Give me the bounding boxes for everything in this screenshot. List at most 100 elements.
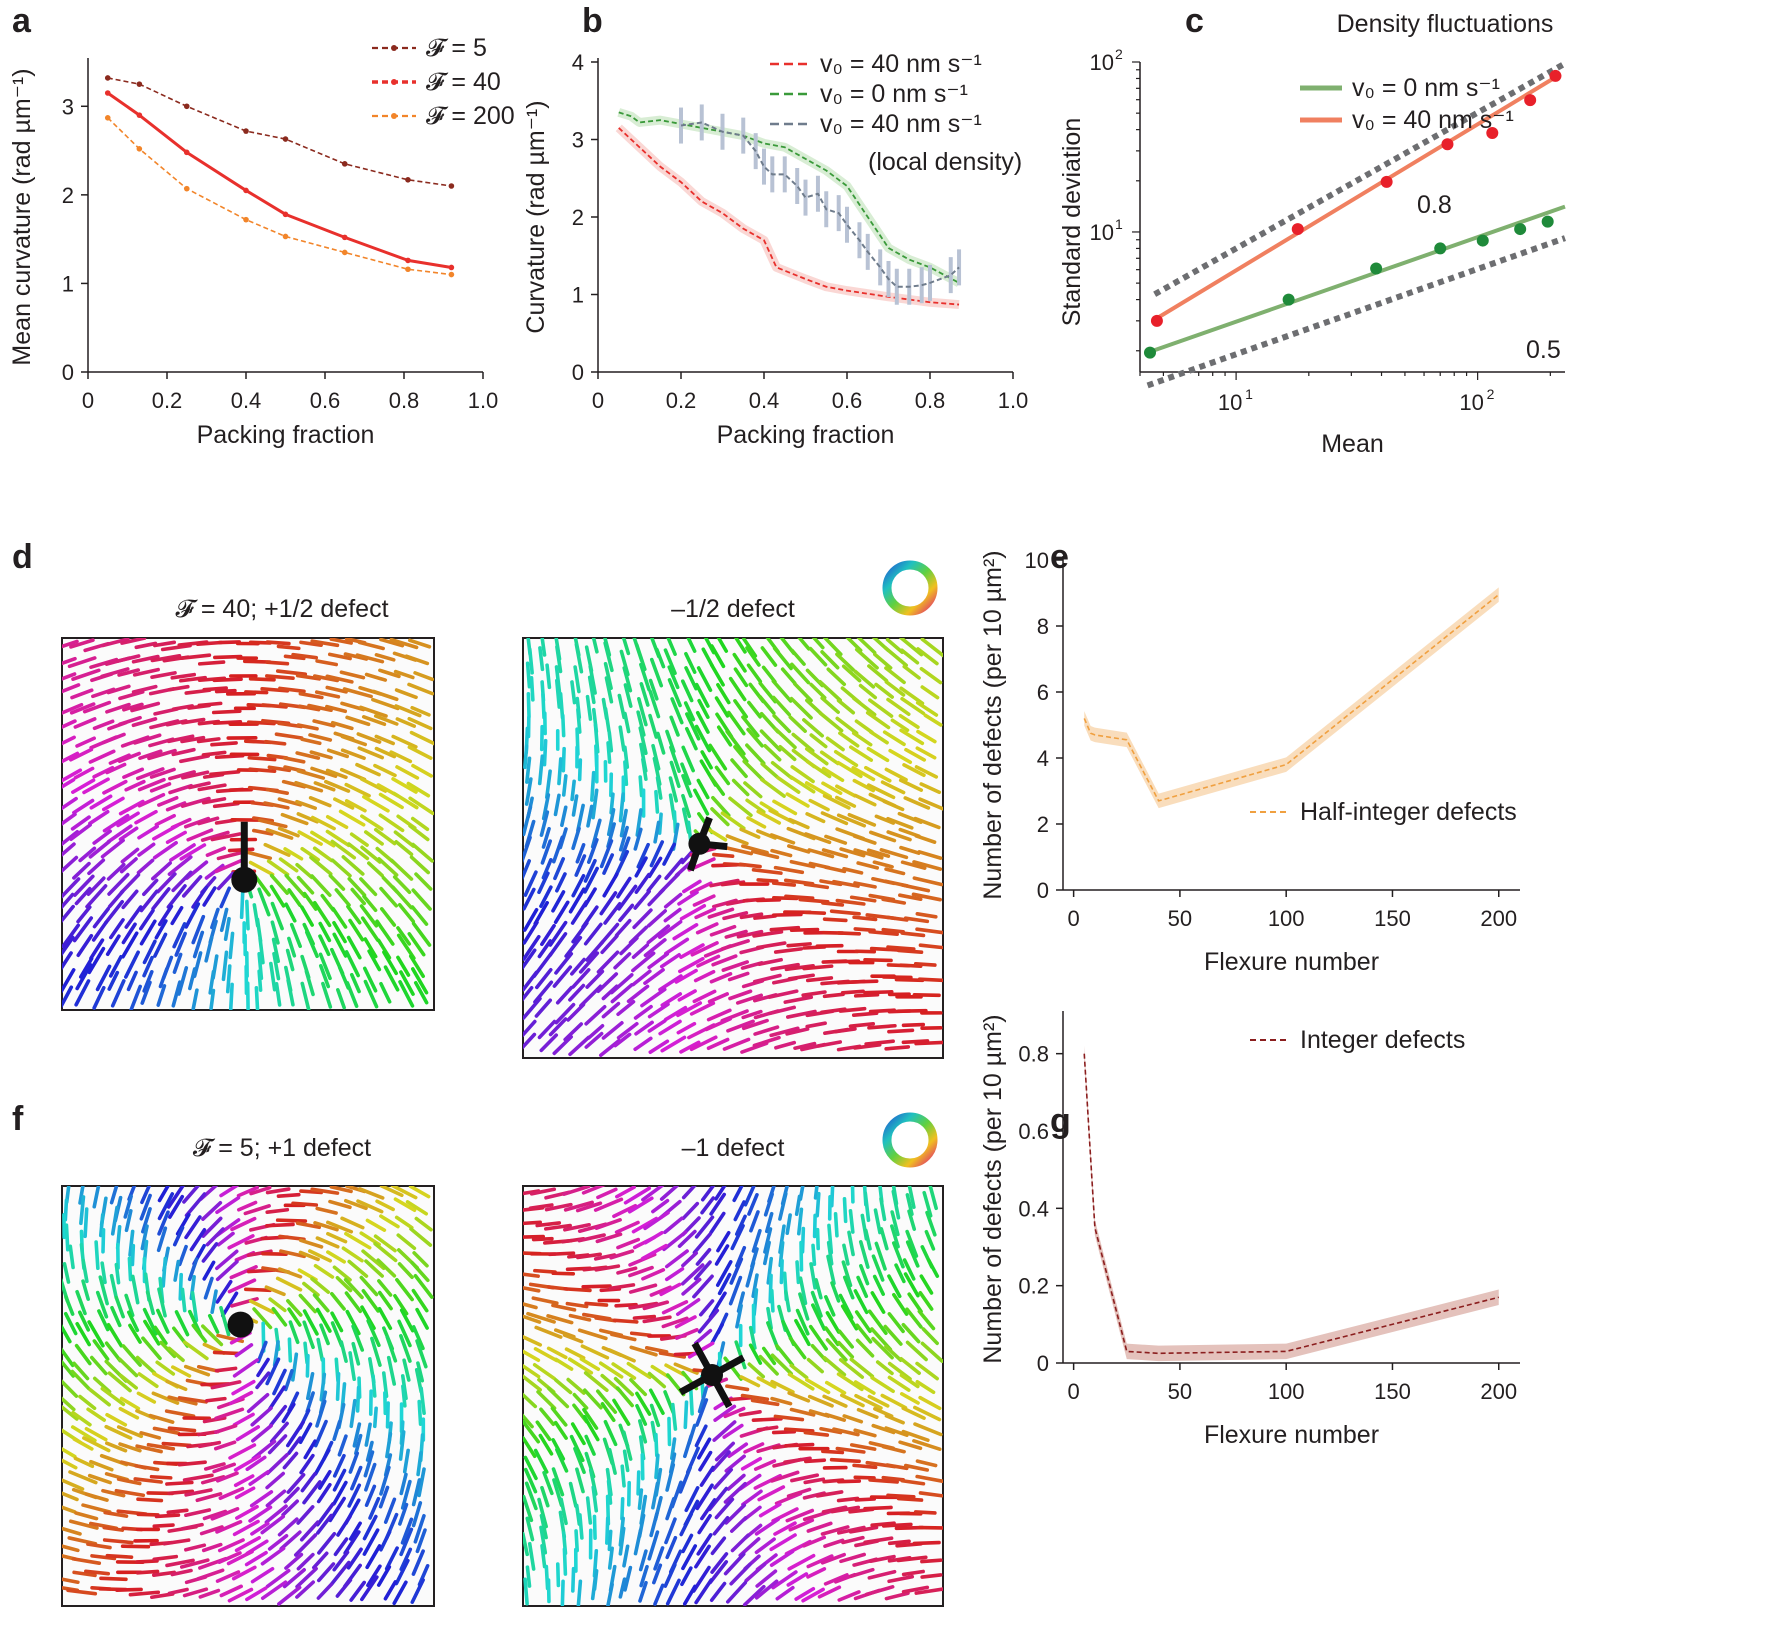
- filament: [373, 763, 397, 778]
- filament: [884, 1045, 911, 1051]
- filament: [68, 1519, 99, 1530]
- filament: [756, 1376, 777, 1389]
- filament: [696, 666, 713, 693]
- filament: [390, 1186, 418, 1200]
- filament: [411, 888, 432, 911]
- filament: [277, 1517, 299, 1537]
- filament: [170, 672, 197, 680]
- filament: [167, 1395, 198, 1406]
- filament: [180, 1522, 204, 1531]
- filament: [210, 1380, 242, 1390]
- filament: [896, 1008, 928, 1013]
- filament: [853, 992, 880, 998]
- filament: [232, 1412, 255, 1427]
- filament: [94, 1240, 100, 1271]
- filament: [873, 1208, 882, 1235]
- filament: [397, 1319, 412, 1348]
- filament: [795, 1308, 810, 1336]
- filament: [386, 1355, 397, 1386]
- filament: [374, 746, 397, 759]
- filament: [250, 1566, 275, 1584]
- filament: [188, 967, 197, 991]
- filament: [883, 646, 908, 667]
- y-tick-label: 0.8: [1018, 1042, 1049, 1067]
- filament: [853, 1428, 877, 1438]
- filament: [596, 1389, 618, 1414]
- filament: [180, 735, 206, 744]
- filament: [364, 672, 388, 682]
- filament: [563, 1287, 592, 1293]
- filament: [315, 1236, 340, 1249]
- filament: [555, 1447, 569, 1473]
- filament: [692, 1232, 712, 1255]
- filament: [863, 1505, 893, 1511]
- filament: [815, 1490, 844, 1498]
- filament: [787, 1391, 811, 1403]
- filament: [102, 813, 130, 833]
- filament: [571, 921, 589, 944]
- filament: [856, 861, 880, 870]
- filament: [377, 857, 399, 877]
- filament: [563, 1222, 591, 1232]
- filament: [655, 776, 663, 800]
- filament: [412, 1251, 429, 1268]
- filament: [648, 1039, 670, 1054]
- filament: [62, 702, 84, 715]
- filament: [184, 1508, 212, 1518]
- y-tick-label: 8: [1037, 614, 1049, 639]
- filament: [576, 1252, 602, 1260]
- filament: [622, 1544, 630, 1568]
- filament: [180, 717, 206, 725]
- filament: [363, 1450, 375, 1478]
- filament: [546, 1386, 570, 1409]
- filament: [360, 1575, 379, 1602]
- filament: [389, 750, 413, 764]
- filament: [313, 1221, 339, 1232]
- filament: [555, 872, 567, 893]
- filament: [280, 812, 309, 826]
- filament: [666, 638, 677, 656]
- filament: [523, 1413, 534, 1429]
- filament: [411, 842, 434, 863]
- filament: [204, 863, 225, 880]
- filament: [118, 1406, 140, 1420]
- filament: [527, 1541, 536, 1571]
- filament: [137, 1372, 159, 1389]
- filament: [676, 1001, 703, 1018]
- filament: [525, 661, 532, 689]
- filament: [794, 1586, 816, 1601]
- filament: [196, 737, 221, 744]
- filament: [770, 760, 794, 780]
- filament: [903, 916, 930, 924]
- filament: [315, 1399, 327, 1428]
- filament: [152, 1554, 179, 1562]
- filament: [710, 1552, 729, 1574]
- filament: [574, 1529, 579, 1553]
- filament: [212, 677, 243, 683]
- filament: [713, 1467, 734, 1490]
- filament: [821, 901, 845, 907]
- filament: [266, 859, 290, 877]
- filament: [332, 1453, 346, 1478]
- x-axis-label: Flexure number: [1204, 948, 1379, 976]
- filament: [912, 860, 943, 871]
- filament: [793, 682, 813, 703]
- filament: [912, 1540, 941, 1546]
- filament: [153, 932, 168, 958]
- filament: [346, 935, 362, 960]
- filament: [709, 663, 725, 687]
- filament: [98, 1275, 109, 1306]
- filament: [716, 638, 729, 653]
- filament: [108, 955, 123, 978]
- filament: [805, 1378, 831, 1395]
- filament: [894, 1263, 906, 1284]
- filament: [270, 920, 280, 945]
- filament: [265, 828, 294, 840]
- filament: [786, 942, 812, 948]
- filament: [851, 766, 876, 782]
- filament: [129, 984, 142, 1010]
- y-tick-label: 10: [1025, 548, 1049, 573]
- filament: [396, 1233, 417, 1251]
- filament: [758, 695, 776, 715]
- filament: [736, 929, 764, 939]
